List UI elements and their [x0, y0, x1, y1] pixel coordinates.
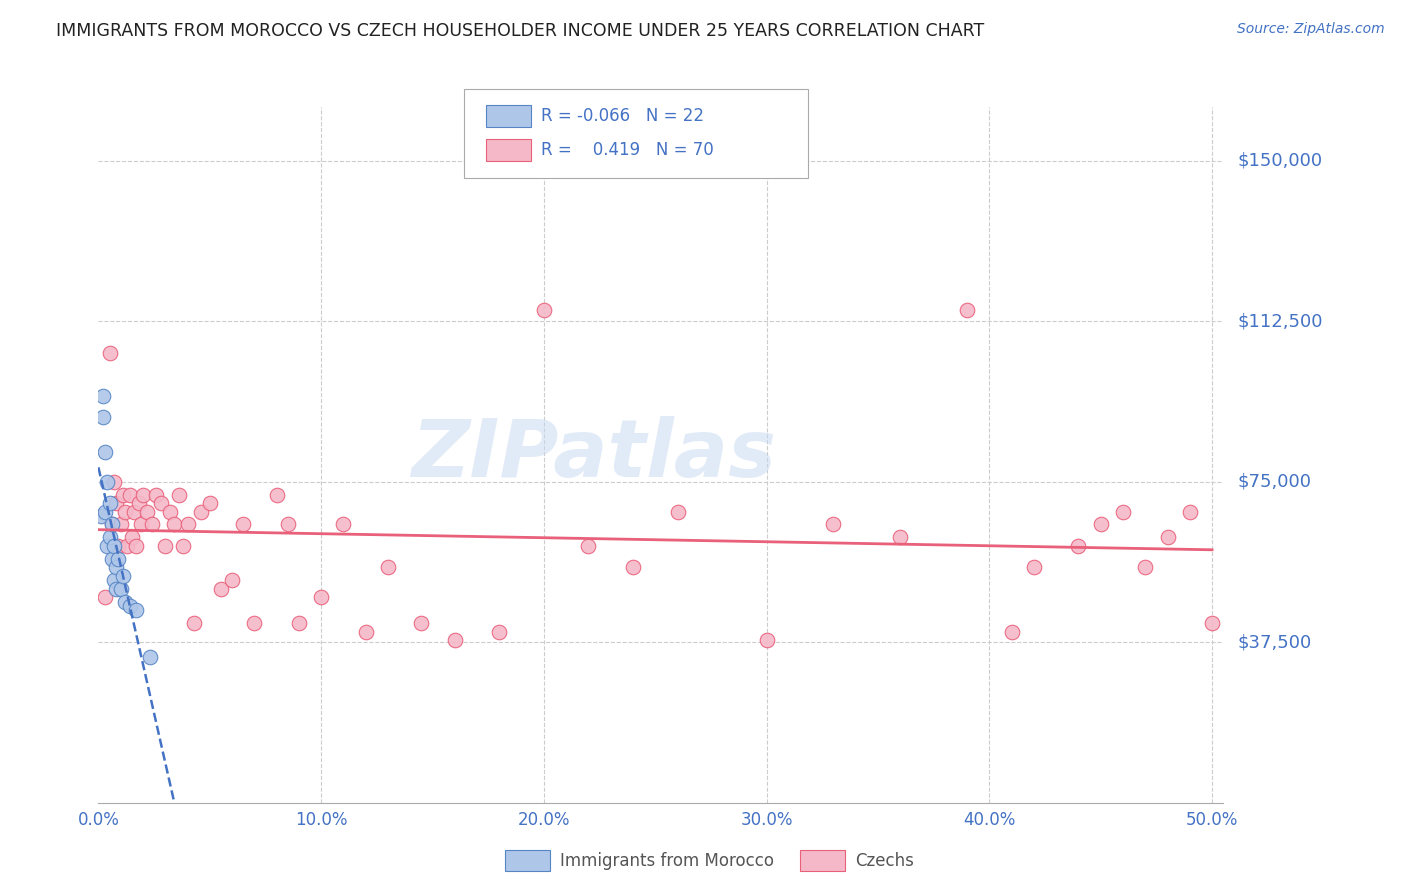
Point [889, 530, 911, 544]
Point [138, 650, 160, 665]
Point [98, 530, 121, 544]
Text: Immigrants from Morocco: Immigrants from Morocco [560, 852, 773, 870]
Point [111, 487, 134, 501]
Point [823, 517, 845, 532]
Point [110, 582, 132, 596]
Point [136, 505, 159, 519]
Point [91, 410, 114, 425]
Point [176, 517, 198, 532]
Point [105, 582, 128, 596]
Point [1001, 624, 1024, 639]
Text: R = -0.066   N = 22: R = -0.066 N = 22 [541, 107, 704, 125]
Point [94, 505, 117, 519]
Point [666, 505, 689, 519]
Point [221, 573, 243, 587]
Point [101, 551, 124, 566]
Point [183, 615, 205, 630]
Point [755, 633, 778, 648]
Text: $112,500: $112,500 [1237, 312, 1323, 330]
Text: R =    0.419   N = 70: R = 0.419 N = 70 [541, 141, 714, 159]
Point [167, 487, 190, 501]
Point [94, 591, 117, 605]
Point [209, 582, 232, 596]
Text: $37,500: $37,500 [1237, 633, 1312, 651]
Text: Czechs: Czechs [855, 852, 914, 870]
Point [1090, 517, 1112, 532]
Point [488, 624, 510, 639]
Point [243, 615, 266, 630]
Point [309, 591, 332, 605]
Point [190, 505, 212, 519]
Point [118, 599, 141, 613]
Point [145, 487, 167, 501]
Point [443, 633, 465, 648]
Point [1022, 560, 1045, 574]
Point [578, 539, 600, 553]
Point [1112, 505, 1135, 519]
Point [103, 475, 125, 489]
Point [277, 517, 299, 532]
Point [1156, 530, 1178, 544]
Point [111, 569, 134, 583]
Point [110, 517, 132, 532]
Point [377, 560, 399, 574]
Point [107, 539, 129, 553]
Text: Source: ZipAtlas.com: Source: ZipAtlas.com [1237, 22, 1385, 37]
Point [533, 303, 555, 318]
Text: ZIPatlas: ZIPatlas [411, 416, 776, 494]
Point [103, 539, 125, 553]
Point [121, 530, 143, 544]
Point [332, 517, 354, 532]
Point [354, 624, 377, 639]
Point [122, 505, 145, 519]
Point [98, 496, 121, 510]
Point [411, 615, 433, 630]
Point [91, 389, 114, 403]
Point [107, 551, 129, 566]
Point [1201, 615, 1223, 630]
Point [128, 496, 150, 510]
Point [101, 517, 124, 532]
Point [141, 517, 163, 532]
Point [90, 508, 112, 523]
Text: $75,000: $75,000 [1237, 473, 1312, 491]
Point [129, 517, 152, 532]
Point [149, 496, 172, 510]
Point [105, 496, 128, 510]
Point [101, 517, 124, 532]
Point [1178, 505, 1201, 519]
Point [98, 346, 121, 360]
Point [1135, 560, 1157, 574]
Point [163, 517, 186, 532]
Point [956, 303, 979, 318]
Point [132, 487, 155, 501]
Point [1067, 539, 1090, 553]
Point [125, 603, 148, 617]
Point [114, 594, 136, 608]
Point [114, 505, 136, 519]
Point [96, 539, 118, 553]
Point [232, 517, 254, 532]
Text: IMMIGRANTS FROM MOROCCO VS CZECH HOUSEHOLDER INCOME UNDER 25 YEARS CORRELATION C: IMMIGRANTS FROM MOROCCO VS CZECH HOUSEHO… [56, 22, 984, 40]
Point [155, 539, 177, 553]
Point [105, 560, 128, 574]
Point [198, 496, 221, 510]
Point [172, 539, 194, 553]
Point [96, 475, 118, 489]
Point [103, 573, 125, 587]
Point [621, 560, 644, 574]
Point [266, 487, 288, 501]
Text: $150,000: $150,000 [1237, 152, 1322, 169]
Point [125, 539, 148, 553]
Point [118, 487, 141, 501]
Point [288, 615, 311, 630]
Point [159, 505, 181, 519]
Point [94, 444, 117, 458]
Point [117, 539, 139, 553]
